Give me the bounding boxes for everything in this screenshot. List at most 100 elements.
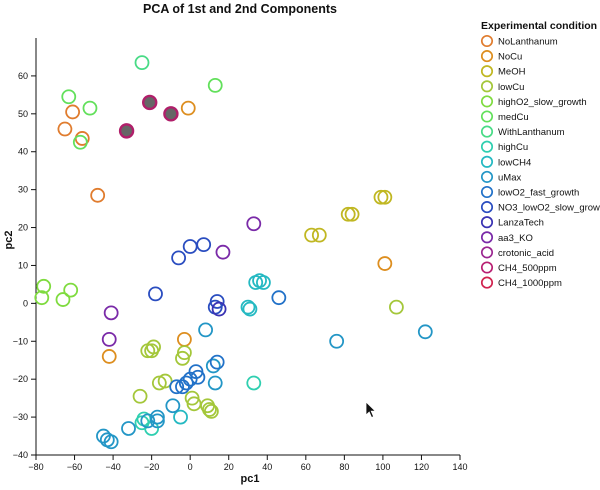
y-axis-label: pc2	[3, 231, 15, 250]
data-point	[103, 305, 119, 321]
x-tick-label: 80	[339, 462, 349, 472]
data-point	[132, 388, 148, 404]
x-tick-label: 0	[188, 462, 193, 472]
data-point	[256, 275, 271, 290]
legend-marker	[480, 65, 494, 78]
data-point	[207, 77, 223, 93]
data-point	[157, 373, 173, 389]
y-ticks: −40 −30 −20 −10 0 10 20 30 40 50 60	[13, 71, 36, 460]
data-point	[63, 282, 79, 298]
x-tick-label: −80	[28, 462, 43, 472]
data-point	[34, 290, 50, 306]
data-point	[182, 371, 198, 387]
legend-item-label: NoLanthanum	[498, 37, 558, 48]
data-point	[190, 369, 206, 385]
y-tick-label: 30	[18, 185, 28, 195]
data-point	[246, 216, 262, 232]
legend-marker	[480, 80, 494, 93]
data-point	[36, 278, 52, 294]
data-point	[377, 189, 393, 205]
data-point	[72, 134, 88, 150]
data-point	[242, 301, 258, 317]
data-point	[171, 250, 187, 266]
legend-marker	[480, 34, 494, 48]
data-point	[165, 398, 181, 414]
data-point	[150, 409, 165, 425]
legend-marker	[480, 125, 494, 138]
data-point	[377, 256, 393, 271]
legend-item-label: highCu	[498, 142, 528, 153]
legend-marker	[480, 216, 494, 229]
data-point	[121, 421, 136, 436]
legend-marker	[480, 110, 494, 123]
legend-marker	[480, 170, 494, 183]
legend-item-label: CH4_1000ppm	[498, 278, 562, 289]
x-tick-label: 40	[262, 462, 272, 472]
x-tick-label: 20	[224, 462, 234, 472]
data-point	[196, 237, 212, 253]
data-point	[65, 104, 81, 120]
legend-marker	[480, 185, 494, 199]
legend-item-label: MeOH	[498, 67, 526, 78]
data-point	[173, 409, 188, 425]
x-ticks: −80 −60 −40 −20 0 20 40 60 80 100 120 140	[28, 455, 468, 472]
y-tick-label: 0	[23, 298, 28, 308]
y-tick-label: 10	[18, 260, 28, 270]
data-point	[202, 402, 217, 417]
data-point	[175, 379, 190, 395]
legend-item-label: medCu	[498, 112, 529, 123]
legend-item-label: LanzaTech	[498, 218, 544, 229]
y-tick-label: 60	[18, 71, 28, 81]
legend-item-label: highO2_slow_growth	[498, 97, 587, 108]
data-point	[148, 286, 163, 302]
data-point	[90, 187, 106, 203]
data-point	[55, 292, 71, 307]
legend-marker	[480, 155, 494, 168]
chart-title: PCA of 1st and 2nd Components	[143, 2, 337, 16]
legend-item-label: crotonic_acid	[498, 248, 554, 259]
data-point	[207, 375, 223, 391]
legend-item-label: CH4_500ppm	[498, 263, 557, 274]
legend-marker	[480, 50, 494, 63]
data-point	[340, 206, 356, 222]
y-tick-label: −30	[13, 412, 28, 422]
data-point	[344, 206, 360, 222]
legend-marker	[480, 95, 494, 108]
x-axis-label: pc1	[241, 473, 260, 485]
legend-item-label: WithLanthanum	[498, 127, 565, 138]
x-tick-label: 100	[375, 462, 390, 472]
data-point	[176, 331, 192, 347]
axes	[35, 38, 460, 456]
legend-marker	[480, 246, 494, 259]
data-point	[101, 349, 117, 364]
data-point	[82, 100, 98, 116]
legend-marker	[480, 231, 494, 244]
data-point	[388, 299, 404, 315]
data-point	[240, 299, 256, 315]
y-tick-label: −40	[13, 450, 28, 460]
legend-marker	[480, 201, 494, 214]
legend-item-label: uMax	[498, 172, 521, 183]
data-point	[209, 294, 225, 309]
data-point	[311, 227, 327, 243]
x-tick-label: −60	[67, 462, 82, 472]
data-point	[178, 375, 194, 391]
legend-marker	[480, 261, 494, 274]
data-point	[101, 331, 117, 347]
data-point	[180, 100, 196, 116]
data-points	[34, 55, 433, 450]
data-point	[373, 189, 389, 205]
legend-item-label: lowCu	[498, 82, 524, 93]
data-point	[103, 434, 119, 450]
data-point	[329, 333, 345, 349]
data-point	[142, 94, 158, 111]
x-tick-label: −20	[144, 462, 159, 472]
data-point	[146, 339, 161, 355]
mouse-cursor-icon	[365, 401, 377, 419]
x-tick-label: 60	[301, 462, 311, 472]
x-tick-label: 120	[414, 462, 429, 472]
legend-title: Experimental condition	[481, 20, 597, 32]
legend-item-label: lowO2_fast_growth	[498, 188, 579, 199]
